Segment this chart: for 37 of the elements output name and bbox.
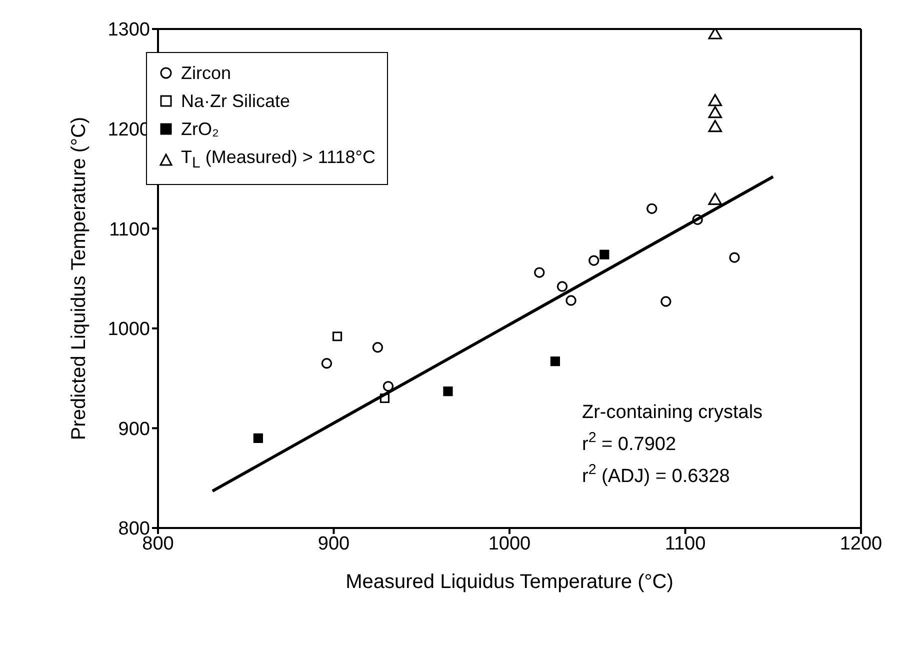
point bbox=[708, 29, 722, 40]
x-tick-label: 1200 bbox=[840, 533, 882, 554]
annotation: Zr-containing crystals bbox=[582, 402, 763, 423]
annotation: r$^{2}$ = 0.7902 bbox=[582, 430, 676, 455]
point bbox=[729, 252, 740, 263]
point bbox=[708, 192, 722, 205]
point bbox=[708, 94, 722, 106]
legend-label: Na·Zr Silicate bbox=[181, 90, 290, 113]
y-axis-title: Predicted Liquidus Temperature (°C) bbox=[68, 116, 90, 440]
point bbox=[332, 332, 342, 342]
legend-label: Zircon bbox=[181, 62, 232, 85]
point bbox=[556, 281, 568, 292]
point bbox=[566, 295, 576, 306]
point bbox=[443, 386, 453, 396]
y-tick-label: 900 bbox=[118, 418, 150, 440]
x-axis-title: Measured Liquidus Temperature (°C) bbox=[346, 571, 674, 593]
x-tick-label: 900 bbox=[318, 533, 350, 554]
point bbox=[321, 358, 332, 369]
point bbox=[708, 120, 722, 132]
legend-label: ZrO₂ bbox=[181, 118, 219, 141]
x-tick-label: 1000 bbox=[488, 533, 531, 554]
point bbox=[646, 203, 658, 214]
point bbox=[253, 433, 263, 443]
point bbox=[588, 255, 600, 266]
point bbox=[660, 296, 672, 307]
point bbox=[382, 380, 394, 392]
legend-label: T$_{L}$ (Measured) > 1118°C bbox=[181, 146, 376, 174]
annotation: r$^{2}$ (ADJ) = 0.6328 bbox=[582, 462, 730, 487]
y-tick-label: 1100 bbox=[109, 219, 150, 240]
point bbox=[550, 356, 560, 366]
point bbox=[708, 106, 722, 118]
x-tick-label: 1100 bbox=[664, 533, 706, 554]
point bbox=[372, 342, 383, 353]
y-tick-label: 1300 bbox=[108, 20, 150, 41]
point bbox=[600, 250, 610, 260]
point bbox=[534, 267, 545, 278]
y-tick-label: 1000 bbox=[108, 319, 150, 340]
